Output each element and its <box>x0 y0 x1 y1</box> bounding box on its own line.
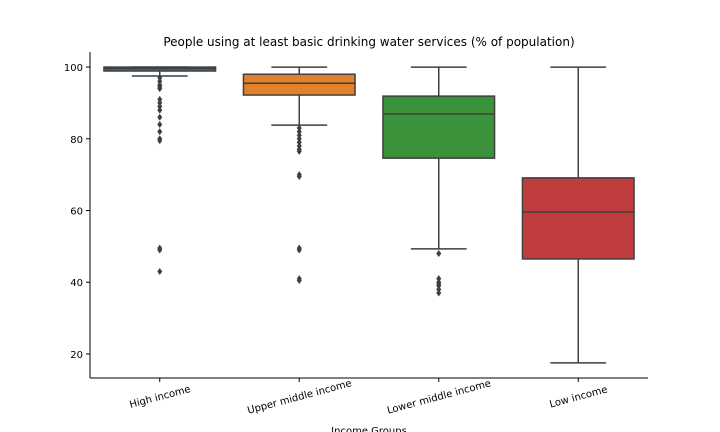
outlier <box>157 120 163 128</box>
x-tick-label: Lower middle income <box>386 378 492 416</box>
outlier <box>436 285 442 293</box>
outlier <box>436 275 442 283</box>
outlier <box>157 113 163 121</box>
outlier <box>157 267 163 275</box>
outlier <box>157 246 163 254</box>
outlier <box>436 250 442 258</box>
x-tick-label: Low income <box>548 384 608 410</box>
x-tick-label: High income <box>128 384 192 411</box>
x-tick-label: Upper middle income <box>246 378 353 416</box>
y-tick-label: 60 <box>70 207 83 218</box>
outlier <box>157 77 163 85</box>
outlier <box>296 135 302 143</box>
outlier <box>436 289 442 297</box>
y-tick-label: 80 <box>70 135 83 146</box>
box <box>521 177 635 260</box>
box <box>242 73 356 96</box>
x-axis-label: Income Groups <box>331 426 407 432</box>
y-tick-label: 100 <box>64 63 83 74</box>
outlier <box>157 74 163 82</box>
box <box>382 95 496 159</box>
outlier <box>296 246 302 254</box>
outlier <box>296 172 302 180</box>
outlier <box>296 128 302 136</box>
outlier <box>296 131 302 139</box>
outlier <box>296 147 302 155</box>
outlier <box>436 282 442 290</box>
outlier <box>157 85 163 93</box>
outlier <box>157 95 163 103</box>
outlier <box>296 124 302 132</box>
y-tick-label: 40 <box>70 278 83 289</box>
outlier <box>157 137 163 145</box>
outlier <box>157 99 163 107</box>
outlier <box>157 103 163 111</box>
outlier <box>296 142 302 150</box>
outlier <box>296 138 302 146</box>
outlier <box>157 128 163 136</box>
y-tick-label: 20 <box>70 350 83 361</box>
chart-title: People using at least basic drinking wat… <box>163 35 574 49</box>
outlier <box>296 276 302 284</box>
outlier <box>157 106 163 114</box>
